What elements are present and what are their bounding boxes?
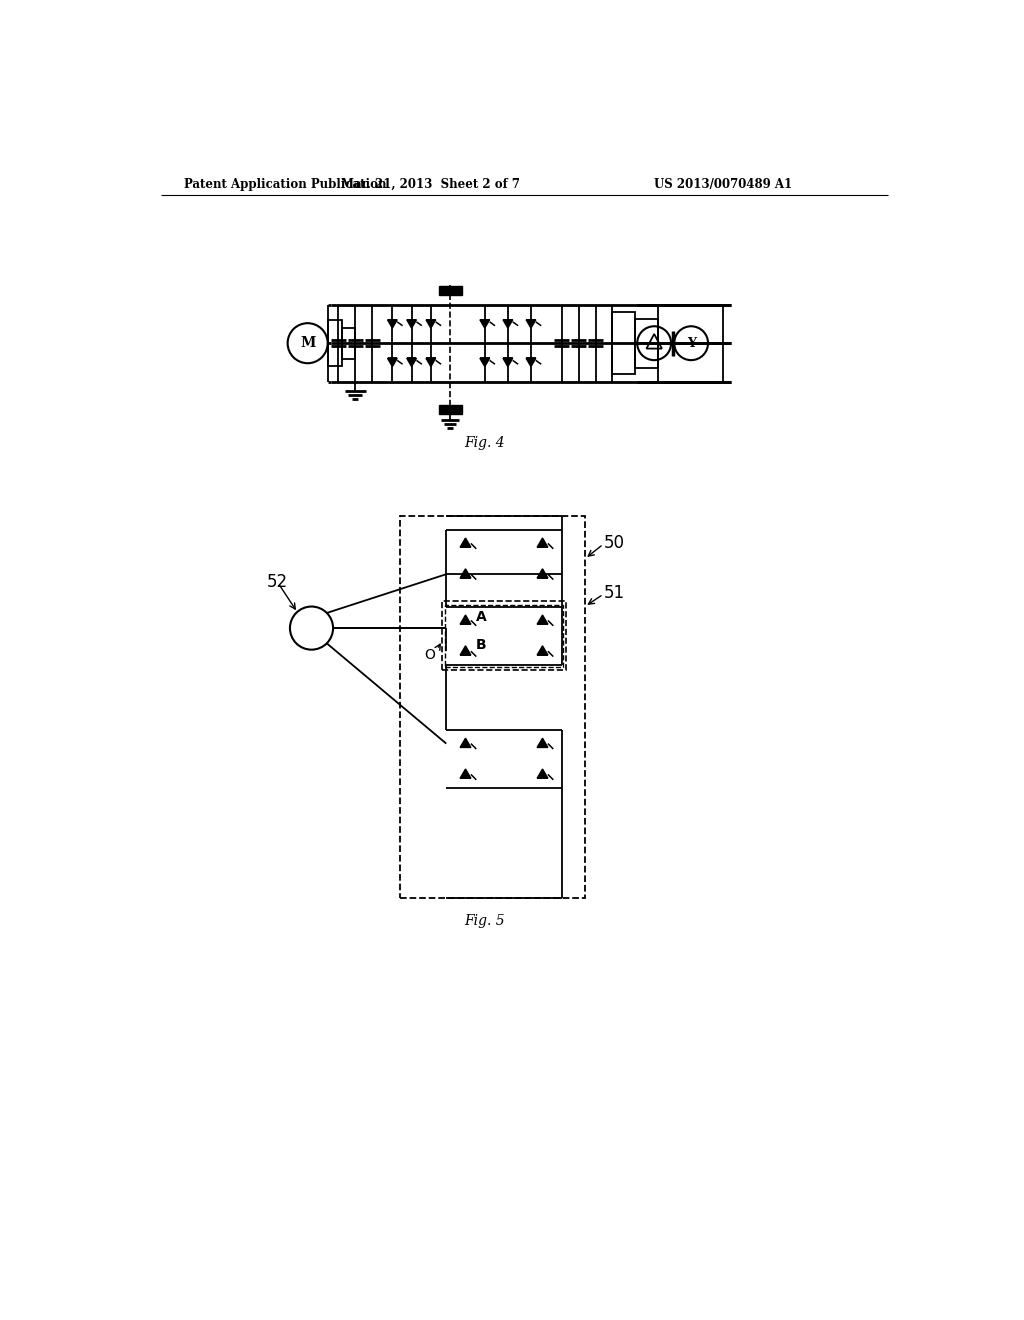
Polygon shape	[526, 319, 536, 329]
Polygon shape	[426, 358, 435, 367]
Bar	[342, 327, 355, 359]
Bar	[442, 601, 565, 671]
Polygon shape	[460, 615, 471, 624]
Text: M: M	[300, 337, 315, 350]
Text: Mar. 21, 2013  Sheet 2 of 7: Mar. 21, 2013 Sheet 2 of 7	[341, 178, 520, 191]
Polygon shape	[460, 539, 471, 548]
Polygon shape	[538, 539, 548, 548]
Bar	[611, 313, 635, 374]
Polygon shape	[538, 770, 548, 779]
Polygon shape	[480, 358, 489, 367]
Bar	[328, 321, 342, 367]
Text: O: O	[424, 648, 435, 663]
Polygon shape	[460, 738, 471, 747]
Polygon shape	[538, 738, 548, 747]
Polygon shape	[460, 569, 471, 578]
Polygon shape	[526, 358, 536, 367]
Polygon shape	[480, 319, 489, 329]
Text: Fig. 4: Fig. 4	[465, 437, 505, 450]
Bar	[438, 405, 462, 414]
Polygon shape	[538, 615, 548, 624]
Polygon shape	[460, 770, 471, 779]
Text: 50: 50	[604, 535, 625, 552]
Polygon shape	[426, 319, 435, 329]
Polygon shape	[538, 569, 548, 578]
Polygon shape	[407, 319, 417, 329]
Bar	[438, 286, 462, 296]
Polygon shape	[503, 319, 513, 329]
Text: A: A	[475, 610, 486, 624]
Polygon shape	[387, 319, 397, 329]
Text: Patent Application Publication: Patent Application Publication	[184, 178, 387, 191]
Polygon shape	[460, 645, 471, 655]
Bar	[635, 318, 658, 368]
Polygon shape	[538, 645, 548, 655]
Text: Fig. 5: Fig. 5	[465, 913, 505, 928]
Bar	[400, 516, 585, 898]
Text: 52: 52	[266, 573, 288, 591]
Bar	[444, 605, 563, 667]
Text: B: B	[475, 638, 486, 652]
Polygon shape	[387, 358, 397, 367]
Polygon shape	[503, 358, 513, 367]
Polygon shape	[407, 358, 417, 367]
Text: 51: 51	[604, 585, 626, 602]
Text: US 2013/0070489 A1: US 2013/0070489 A1	[654, 178, 793, 191]
Text: Y: Y	[687, 337, 695, 350]
